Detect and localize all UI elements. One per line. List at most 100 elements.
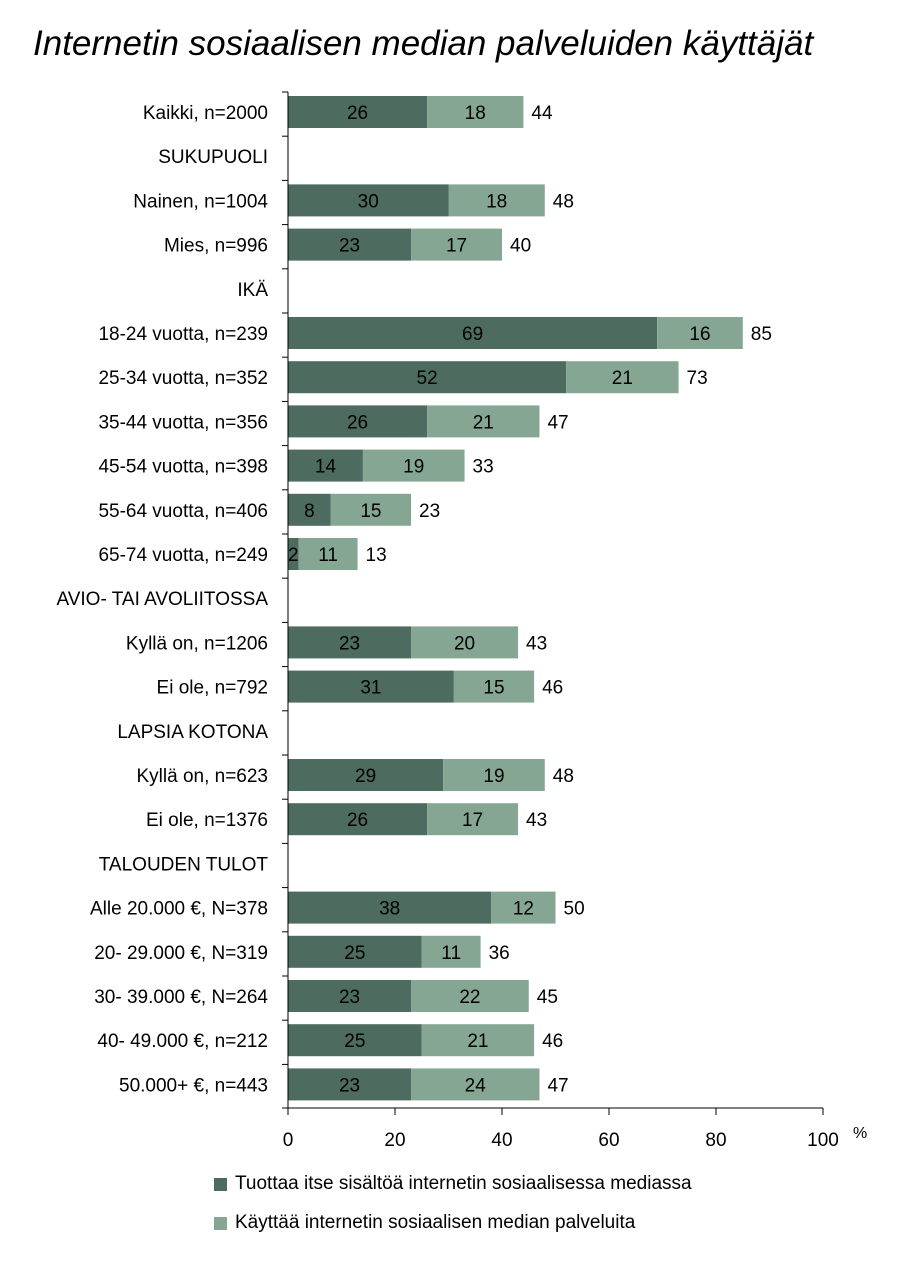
- bar-series1: [288, 184, 449, 217]
- data-label-total: 43: [526, 633, 547, 654]
- bar-series2: [427, 405, 540, 438]
- data-label-total: 44: [531, 103, 553, 124]
- data-label-series2: 15: [360, 501, 381, 522]
- bar-series2: [421, 935, 481, 968]
- bar-series2: [657, 317, 743, 349]
- category-label: 20- 29.000 €, N=319: [94, 943, 268, 964]
- x-tick-label: 80: [705, 1130, 726, 1151]
- data-label-series2: 11: [318, 545, 338, 566]
- data-label-series2: 12: [513, 899, 534, 920]
- data-label-series2: 20: [454, 633, 475, 654]
- category-label: Kaikki, n=2000: [143, 103, 268, 124]
- data-label-total: 23: [419, 501, 440, 522]
- data-label-series1: 38: [379, 899, 400, 920]
- category-label: TALOUDEN TULOT: [99, 854, 269, 875]
- data-label-series1: 8: [304, 501, 315, 522]
- category-label: 55-64 vuotta, n=406: [98, 501, 268, 522]
- x-axis-unit-label: %: [853, 1125, 867, 1142]
- x-tick-label: 100: [807, 1130, 839, 1151]
- bar-series1: [288, 228, 412, 261]
- bar-series1: [288, 96, 428, 128]
- bar-series1: [288, 759, 444, 791]
- category-label: Mies, n=996: [164, 236, 268, 257]
- data-label-series1: 69: [462, 324, 483, 345]
- x-tick-label: 20: [384, 1130, 405, 1151]
- bar-series1: [288, 493, 331, 526]
- legend-label-series1: Tuottaa itse sisältöä internetin sosiaal…: [235, 1173, 692, 1194]
- data-label-series2: 15: [483, 678, 504, 699]
- data-label-series2: 11: [441, 943, 461, 964]
- legend-label-series2: Käyttää internetin sosiaalisen median pa…: [235, 1212, 636, 1233]
- bar-series2: [427, 803, 519, 836]
- category-label: 65-74 vuotta, n=249: [98, 545, 268, 566]
- data-label-series2: 21: [473, 412, 494, 433]
- category-label: Ei ole, n=1376: [146, 810, 268, 831]
- bar-series2: [298, 538, 358, 570]
- data-label-series1: 23: [339, 633, 360, 654]
- data-label-series2: 21: [467, 1031, 488, 1052]
- data-label-series1: 29: [355, 766, 376, 787]
- category-label: Alle 20.000 €, N=378: [90, 899, 268, 920]
- bar-series2: [411, 626, 519, 659]
- data-label-series1: 26: [347, 810, 368, 831]
- data-label-series1: 2: [288, 545, 299, 566]
- category-label: Nainen, n=1004: [133, 191, 268, 212]
- bar-series2: [443, 759, 545, 791]
- data-label-series1: 23: [339, 987, 360, 1008]
- category-label: 45-54 vuotta, n=398: [98, 457, 268, 478]
- data-label-total: 73: [687, 368, 708, 389]
- data-label-total: 47: [547, 412, 568, 433]
- bar-series2: [411, 228, 502, 261]
- bar-series1: [288, 670, 454, 703]
- category-label: 40- 49.000 €, n=212: [97, 1031, 268, 1052]
- legend-swatch-series2: [214, 1216, 227, 1230]
- category-label: Kyllä on, n=1206: [126, 633, 268, 654]
- data-label-series2: 17: [462, 810, 483, 831]
- category-label: Ei ole, n=792: [157, 678, 268, 699]
- data-label-series2: 19: [403, 457, 424, 478]
- data-label-total: 36: [489, 943, 510, 964]
- data-label-series1: 14: [315, 457, 337, 478]
- category-label: AVIO- TAI AVOLIITOSSA: [56, 589, 268, 610]
- data-label-series1: 30: [358, 191, 379, 212]
- bar-series2: [421, 1024, 535, 1057]
- data-label-series1: 52: [417, 368, 438, 389]
- data-label-total: 85: [751, 324, 772, 345]
- data-label-series2: 18: [465, 103, 486, 124]
- data-label-series1: 25: [344, 1031, 365, 1052]
- bar-series1: [288, 1068, 412, 1101]
- data-label-total: 13: [366, 545, 387, 566]
- bar-series1: [288, 317, 658, 349]
- bar-series2: [330, 493, 412, 526]
- category-label: 18-24 vuotta, n=239: [98, 324, 268, 345]
- data-label-series1: 23: [339, 236, 360, 257]
- data-label-series2: 19: [483, 766, 504, 787]
- bar-series1: [288, 935, 422, 968]
- data-label-total: 48: [553, 191, 574, 212]
- data-label-total: 45: [537, 987, 558, 1008]
- bar-series2: [411, 980, 529, 1012]
- category-label: Kyllä on, n=623: [136, 766, 268, 787]
- x-tick-label: 40: [491, 1130, 512, 1151]
- bar-series2: [427, 96, 524, 128]
- x-tick-label: 60: [598, 1130, 619, 1151]
- bar-series1: [288, 626, 412, 659]
- bar-series2: [453, 670, 535, 703]
- data-label-series2: 17: [446, 236, 467, 257]
- bar-series1: [288, 1024, 422, 1057]
- data-label-total: 50: [564, 899, 585, 920]
- x-tick-label: 0: [283, 1130, 294, 1151]
- bar-series2: [566, 361, 679, 394]
- bar-series1: [288, 980, 412, 1012]
- data-label-series1: 31: [360, 678, 381, 699]
- legend-item-series1: Tuottaa itse sisältöä internetin sosiaal…: [214, 1173, 692, 1195]
- chart-title: Internetin sosiaalisen median palveluide…: [33, 24, 814, 63]
- category-label: 35-44 vuotta, n=356: [98, 412, 268, 433]
- bar-series1: [288, 405, 428, 438]
- bar-series1: [288, 891, 492, 924]
- data-label-series2: 18: [486, 191, 507, 212]
- bar-series1: [288, 803, 428, 836]
- data-label-series1: 23: [339, 1075, 360, 1096]
- data-label-total: 40: [510, 236, 531, 257]
